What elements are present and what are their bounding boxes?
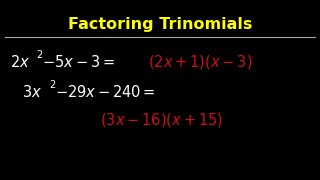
Text: $2x$: $2x$	[10, 54, 30, 70]
Text: $(3x-16)(x+15)$: $(3x-16)(x+15)$	[100, 111, 223, 129]
Text: $3x$: $3x$	[22, 84, 42, 100]
Text: Factoring Trinomials: Factoring Trinomials	[68, 17, 252, 32]
Text: $- 29x-240 =$: $- 29x-240 =$	[55, 84, 156, 100]
Text: $-5x-3 =$: $-5x-3 =$	[42, 54, 115, 70]
Text: $2$: $2$	[49, 78, 56, 90]
Text: $(2x+1)(x-3)$: $(2x+1)(x-3)$	[148, 53, 252, 71]
Text: $2$: $2$	[36, 48, 43, 60]
